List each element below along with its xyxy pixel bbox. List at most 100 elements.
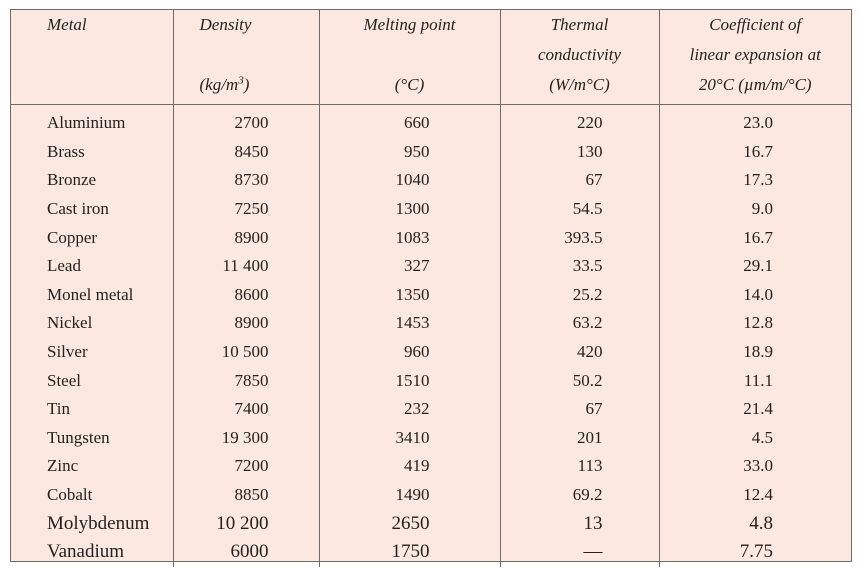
table-row: Steel 7850 1510 50.2 11.1 bbox=[11, 366, 851, 395]
melting-point-cell: 3410 bbox=[318, 423, 500, 453]
melting-point-cell: 1490 bbox=[318, 480, 500, 510]
metal-name-cell: Monel metal bbox=[47, 284, 134, 304]
table-row: Lead 11 400 327 33.5 29.1 bbox=[11, 251, 851, 281]
melting-point-cell: 960 bbox=[318, 337, 500, 367]
density-cell: 8600 bbox=[172, 280, 319, 310]
data-table: Metal Density (kg/m3) Melting point (°C)… bbox=[11, 10, 851, 567]
metal-name-cell: Silver bbox=[47, 342, 88, 362]
thermal-conductivity-cell: 201 bbox=[499, 423, 659, 453]
header-row: Metal Density (kg/m3) Melting point (°C)… bbox=[11, 10, 851, 105]
metal-name-cell: Molybdenum bbox=[47, 512, 150, 534]
expansion-coefficient-cell: 11.1 bbox=[658, 366, 851, 395]
thermal-conductivity-cell: 33.5 bbox=[499, 251, 659, 281]
header-melting-point: Melting point (°C) bbox=[318, 10, 500, 105]
table-row: Copper 8900 1083 393.5 16.7 bbox=[11, 223, 851, 252]
density-cell: 10 200 bbox=[172, 509, 319, 538]
header-density-label: Density bbox=[199, 15, 252, 34]
density-cell: 7400 bbox=[172, 394, 319, 424]
metal-name-cell: Zinc bbox=[47, 456, 79, 476]
melting-point-cell: 1300 bbox=[318, 194, 500, 224]
table-body: Aluminium 2700 660 220 23.0 Brass 8450 950 130 16… bbox=[11, 104, 851, 567]
header-coef-unit: 20°C (µm/m/°C) bbox=[698, 75, 812, 94]
metal-name-cell: Cast iron bbox=[47, 199, 109, 219]
density-cell: 8900 bbox=[172, 223, 319, 252]
thermal-conductivity-cell: 113 bbox=[499, 452, 659, 481]
header-thermal-unit: (W/m°C) bbox=[549, 75, 610, 94]
metal-properties-table: Metal Density (kg/m3) Melting point (°C)… bbox=[10, 9, 852, 567]
table-row: Tin 7400 232 67 21.4 bbox=[11, 394, 851, 424]
table-row: Aluminium 2700 660 220 23.0 bbox=[11, 104, 851, 138]
density-cell: 11 400 bbox=[172, 251, 319, 281]
metal-name-cell: Tin bbox=[47, 399, 71, 419]
table-row: Nickel 8900 1453 63.2 12.8 bbox=[11, 309, 851, 338]
table-row: Brass 8450 950 130 16.7 bbox=[11, 137, 851, 167]
density-cell: 7850 bbox=[172, 366, 319, 395]
expansion-coefficient-cell: 7.75 bbox=[658, 537, 851, 567]
melting-point-cell: 1510 bbox=[318, 366, 500, 395]
thermal-conductivity-cell: 130 bbox=[499, 137, 659, 167]
density-cell: 8850 bbox=[172, 480, 319, 510]
melting-point-cell: 232 bbox=[318, 394, 500, 424]
metal-name-cell: Brass bbox=[47, 141, 85, 161]
table-row: Monel metal 8600 1350 25.2 14.0 bbox=[11, 280, 851, 310]
density-cell: 19 300 bbox=[172, 423, 319, 453]
melting-point-cell: 2650 bbox=[318, 509, 500, 538]
expansion-coefficient-cell: 29.1 bbox=[658, 251, 851, 281]
table-row: Molybdenum 10 200 2650 13 4.8 bbox=[11, 509, 851, 538]
metal-name-cell: Bronze bbox=[47, 170, 97, 190]
header-melting-unit: (°C) bbox=[394, 75, 425, 94]
melting-point-cell: 1350 bbox=[318, 280, 500, 310]
thermal-conductivity-cell: 67 bbox=[499, 394, 659, 424]
thermal-conductivity-cell: 13 bbox=[499, 509, 659, 538]
melting-point-cell: 950 bbox=[318, 137, 500, 167]
thermal-conductivity-cell: 393.5 bbox=[499, 223, 659, 252]
expansion-coefficient-cell: 12.8 bbox=[658, 309, 851, 338]
density-cell: 8450 bbox=[172, 137, 319, 167]
density-cell: 6000 bbox=[172, 537, 319, 567]
density-cell: 10 500 bbox=[172, 337, 319, 367]
expansion-coefficient-cell: 23.0 bbox=[658, 104, 851, 138]
expansion-coefficient-cell: 9.0 bbox=[658, 194, 851, 224]
metal-name-cell: Steel bbox=[47, 370, 81, 390]
thermal-conductivity-cell: — bbox=[499, 537, 659, 567]
density-cell: 8730 bbox=[172, 166, 319, 195]
metal-name-cell: Tungsten bbox=[47, 427, 110, 447]
header-density-unit: (kg/m3) bbox=[199, 74, 250, 94]
table-row: Zinc 7200 419 113 33.0 bbox=[11, 452, 851, 481]
thermal-conductivity-cell: 69.2 bbox=[499, 480, 659, 510]
expansion-coefficient-cell: 33.0 bbox=[658, 452, 851, 481]
melting-point-cell: 327 bbox=[318, 251, 500, 281]
expansion-coefficient-cell: 4.5 bbox=[658, 423, 851, 453]
thermal-conductivity-cell: 50.2 bbox=[499, 366, 659, 395]
thermal-conductivity-cell: 25.2 bbox=[499, 280, 659, 310]
melting-point-cell: 419 bbox=[318, 452, 500, 481]
table-row: Cast iron 7250 1300 54.5 9.0 bbox=[11, 194, 851, 224]
expansion-coefficient-cell: 21.4 bbox=[658, 394, 851, 424]
header-expansion-coefficient: Coefficient of linear expansion at 20°C … bbox=[658, 10, 851, 105]
header-metal: Metal bbox=[11, 10, 173, 105]
table-row: Silver 10 500 960 420 18.9 bbox=[11, 337, 851, 367]
thermal-conductivity-cell: 220 bbox=[499, 104, 659, 138]
table-row: Cobalt 8850 1490 69.2 12.4 bbox=[11, 480, 851, 510]
thermal-conductivity-cell: 54.5 bbox=[499, 194, 659, 224]
thermal-conductivity-cell: 67 bbox=[499, 166, 659, 195]
expansion-coefficient-cell: 18.9 bbox=[658, 337, 851, 367]
thermal-conductivity-cell: 63.2 bbox=[499, 309, 659, 338]
thermal-conductivity-cell: 420 bbox=[499, 337, 659, 367]
header-thermal-conductivity: Thermal conductivity (W/m°C) bbox=[499, 10, 659, 105]
expansion-coefficient-cell: 16.7 bbox=[658, 137, 851, 167]
metal-name-cell: Lead bbox=[47, 256, 81, 276]
metal-name-cell: Nickel bbox=[47, 313, 93, 333]
melting-point-cell: 660 bbox=[318, 104, 500, 138]
density-cell: 7200 bbox=[172, 452, 319, 481]
density-cell: 8900 bbox=[172, 309, 319, 338]
table-row: Bronze 8730 1040 67 17.3 bbox=[11, 166, 851, 195]
metal-name-cell: Vanadium bbox=[47, 541, 125, 563]
metal-name-cell: Aluminium bbox=[47, 113, 126, 133]
melting-point-cell: 1750 bbox=[318, 537, 500, 567]
header-density: Density (kg/m3) bbox=[172, 10, 319, 105]
table-row: Tungsten 19 300 3410 201 4.5 bbox=[11, 423, 851, 453]
density-cell: 7250 bbox=[172, 194, 319, 224]
expansion-coefficient-cell: 14.0 bbox=[658, 280, 851, 310]
expansion-coefficient-cell: 16.7 bbox=[658, 223, 851, 252]
